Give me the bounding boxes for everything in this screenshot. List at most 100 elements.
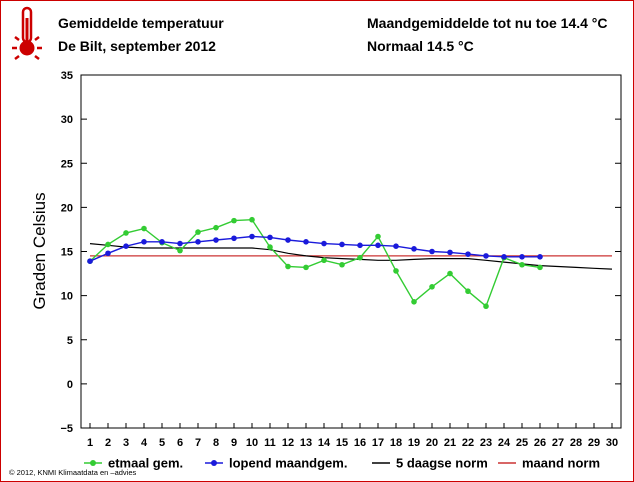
- x-tick-label: 22: [462, 437, 474, 449]
- x-tick-label: 10: [246, 437, 258, 449]
- plot-area: [80, 74, 622, 429]
- y-tick-label: 30: [61, 114, 73, 126]
- legend-label: etmaal gem.: [108, 456, 183, 471]
- series-line-5-daagse-norm: [89, 243, 613, 270]
- chart-title: Gemiddelde temperatuur: [58, 15, 224, 31]
- data-point: [249, 216, 255, 223]
- series-line-etmaal-gem-: [89, 218, 541, 308]
- x-tick-label: 29: [588, 437, 600, 449]
- x-tick-label: 8: [213, 437, 219, 449]
- x-tick-label: 7: [195, 437, 201, 449]
- series-layer: [87, 216, 613, 310]
- data-point: [339, 241, 345, 248]
- data-point: [105, 241, 111, 248]
- data-point: [393, 243, 399, 250]
- y-tick-label: −5: [60, 423, 73, 435]
- x-tick-label: 14: [318, 437, 331, 449]
- data-point: [375, 242, 381, 249]
- x-tick-label: 24: [498, 437, 511, 449]
- x-tick-label: 20: [426, 437, 438, 449]
- data-point: [105, 250, 111, 257]
- x-tick-label: 9: [231, 437, 237, 449]
- x-tick-label: 5: [159, 437, 165, 449]
- data-point: [411, 299, 417, 305]
- legend-marker: [90, 460, 96, 466]
- month-average-label: Maandgemiddelde tot nu toe 14.4 °C: [367, 15, 608, 31]
- data-point: [429, 248, 435, 255]
- thermometer-icon: [12, 6, 42, 60]
- y-tick-label: 15: [61, 247, 73, 259]
- data-point: [159, 238, 165, 245]
- data-point: [375, 233, 381, 240]
- data-point: [285, 263, 291, 270]
- x-tick-label: 19: [408, 437, 420, 449]
- data-point: [213, 237, 219, 243]
- data-point: [195, 238, 201, 245]
- series-line-lopend-maandgem-: [89, 235, 540, 262]
- x-axis: 1 2 3 4 5 6 7 8 9 10 11 12 13 14 15 16 17 18 19 20 21 22 23 24 2…: [87, 423, 618, 449]
- y-axis: −5 0 5 10 15 20 25 30 35: [60, 70, 621, 435]
- y-tick-label: 10: [61, 291, 73, 303]
- x-tick-label: 2: [105, 437, 111, 449]
- data-point: [465, 251, 471, 257]
- data-point: [519, 261, 525, 268]
- x-tick-label: 17: [372, 437, 384, 449]
- data-point: [303, 264, 309, 271]
- legend-label: 5 daagse norm: [396, 456, 488, 471]
- data-point: [429, 284, 435, 290]
- data-point: [141, 225, 147, 232]
- data-point: [213, 224, 219, 231]
- x-tick-label: 21: [444, 437, 456, 449]
- x-tick-label: 23: [480, 437, 492, 449]
- data-point: [321, 240, 327, 247]
- x-tick-label: 26: [534, 437, 546, 449]
- legend-label: lopend maandgem.: [229, 456, 347, 471]
- x-tick-label: 15: [336, 437, 348, 449]
- x-tick-label: 25: [516, 437, 528, 449]
- y-tick-label: 35: [61, 70, 73, 82]
- data-point: [411, 246, 417, 252]
- y-tick-label: 0: [67, 379, 73, 391]
- x-tick-label: 18: [390, 437, 402, 449]
- data-point: [357, 242, 363, 249]
- data-point: [123, 230, 129, 236]
- legend-label: maand norm: [522, 456, 600, 471]
- data-point: [465, 288, 471, 295]
- data-point: [447, 270, 453, 277]
- chart-subtitle: De Bilt, september 2012: [58, 38, 216, 54]
- x-tick-label: 27: [552, 437, 564, 449]
- x-tick-label: 28: [570, 437, 582, 449]
- data-point: [267, 234, 273, 241]
- data-point: [393, 268, 399, 274]
- normal-label: Normaal 14.5 °C: [367, 38, 474, 54]
- copyright: © 2012, KNMI Klimaatdata en –advies: [9, 468, 137, 477]
- x-tick-label: 3: [123, 437, 129, 449]
- data-point: [483, 303, 489, 310]
- x-tick-label: 4: [141, 437, 148, 449]
- legend: etmaal gem. lopend maandgem. 5 daagse norm…: [84, 456, 600, 471]
- data-point: [231, 235, 237, 242]
- data-point: [177, 247, 183, 254]
- y-tick-label: 5: [67, 335, 73, 347]
- data-point: [357, 254, 363, 261]
- data-point: [321, 257, 327, 264]
- x-tick-label: 6: [177, 437, 183, 449]
- x-tick-label: 16: [354, 437, 366, 449]
- data-point: [483, 253, 489, 259]
- data-point: [537, 253, 543, 260]
- x-tick-label: 12: [282, 437, 294, 449]
- x-tick-label: 13: [300, 437, 312, 449]
- data-point: [231, 217, 237, 224]
- data-point: [195, 229, 201, 235]
- data-point: [123, 243, 129, 250]
- data-point: [501, 253, 507, 260]
- data-point: [177, 240, 183, 247]
- data-point: [249, 233, 255, 240]
- data-point: [267, 244, 273, 250]
- data-point: [87, 258, 93, 265]
- data-point: [537, 264, 543, 271]
- x-tick-label: 11: [264, 437, 276, 449]
- data-point: [141, 238, 147, 245]
- y-tick-label: 20: [61, 202, 73, 214]
